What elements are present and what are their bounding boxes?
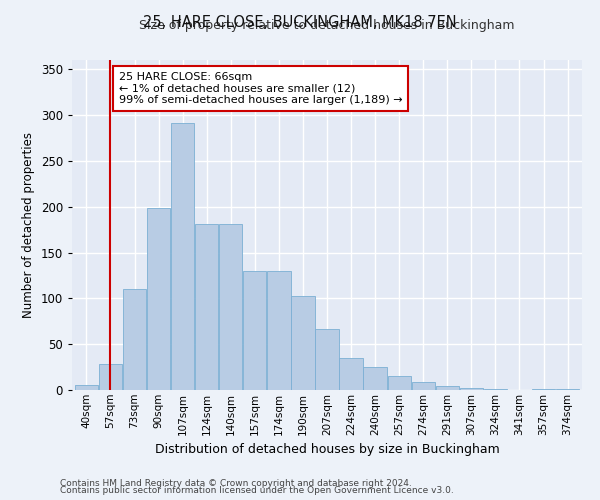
Bar [364, 367, 387, 390]
Bar [219, 224, 242, 390]
Bar [316, 328, 338, 390]
Bar [243, 271, 266, 390]
Bar [171, 123, 194, 390]
Bar [123, 289, 146, 390]
Bar [460, 388, 483, 390]
Bar [388, 376, 411, 390]
Title: Size of property relative to detached houses in Buckingham: Size of property relative to detached ho… [139, 20, 515, 32]
Bar [99, 364, 122, 390]
Bar [484, 389, 507, 390]
Text: 25, HARE CLOSE, BUCKINGHAM, MK18 7EN: 25, HARE CLOSE, BUCKINGHAM, MK18 7EN [143, 15, 457, 30]
X-axis label: Distribution of detached houses by size in Buckingham: Distribution of detached houses by size … [155, 443, 499, 456]
Bar [291, 296, 314, 390]
Bar [195, 224, 218, 390]
Text: 25 HARE CLOSE: 66sqm
← 1% of detached houses are smaller (12)
99% of semi-detach: 25 HARE CLOSE: 66sqm ← 1% of detached ho… [119, 72, 403, 105]
Bar [556, 389, 579, 390]
Bar [412, 382, 435, 390]
Bar [532, 389, 555, 390]
Bar [267, 271, 290, 390]
Text: Contains HM Land Registry data © Crown copyright and database right 2024.: Contains HM Land Registry data © Crown c… [60, 478, 412, 488]
Text: Contains public sector information licensed under the Open Government Licence v3: Contains public sector information licen… [60, 486, 454, 495]
Bar [147, 208, 170, 390]
Bar [340, 358, 363, 390]
Y-axis label: Number of detached properties: Number of detached properties [22, 132, 35, 318]
Bar [436, 386, 459, 390]
Bar [75, 386, 98, 390]
